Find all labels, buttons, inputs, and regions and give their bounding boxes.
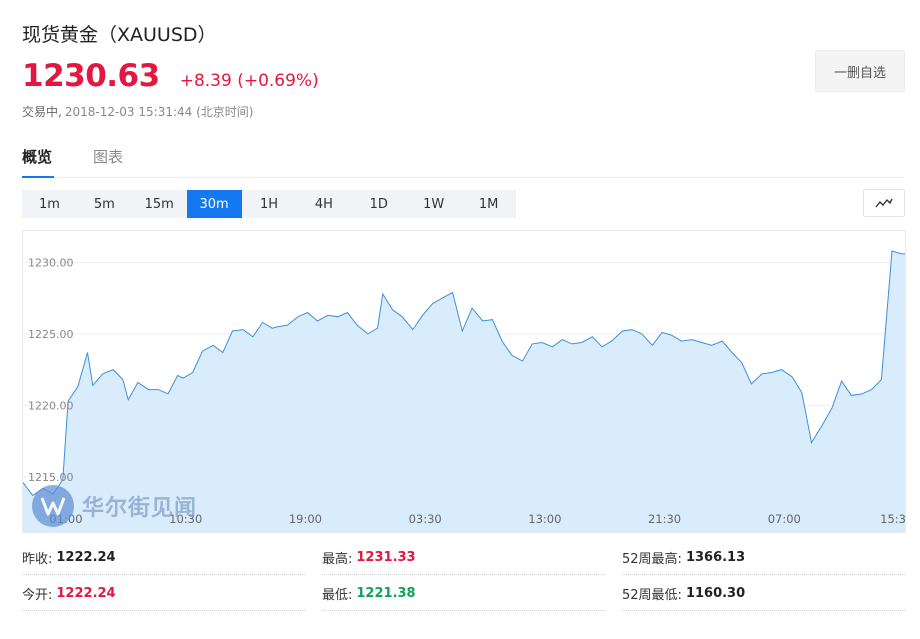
- range-1h-button[interactable]: 1H: [259, 196, 279, 212]
- y-tick-label: 1215.00: [28, 471, 74, 484]
- y-tick-label: 1220.00: [28, 399, 74, 412]
- stat-label: 昨收:: [22, 551, 53, 567]
- status-text: 交易中,: [22, 105, 62, 119]
- stat-52w-high: 52周最高: 1366.13: [622, 540, 905, 575]
- watermark: 华尔街见闻: [32, 485, 197, 527]
- x-tick-label: 21:30: [648, 512, 681, 526]
- stat-label: 最高:: [322, 551, 353, 567]
- line-chart-icon: [875, 198, 893, 208]
- stat-label: 今开:: [22, 587, 53, 603]
- x-tick-label: 13:00: [528, 512, 561, 526]
- stat-value: 1231.33: [356, 549, 416, 565]
- x-tick-label: 03:30: [409, 512, 442, 526]
- stat-open: 今开: 1222.24: [22, 576, 305, 611]
- watermark-text: 华尔街见闻: [82, 495, 198, 521]
- range-1m-button[interactable]: 1m: [38, 196, 60, 212]
- timestamp: 2018-12-03 15:31:44 (北京时间): [64, 105, 254, 119]
- remove-watchlist-button[interactable]: 一删自选: [815, 50, 905, 92]
- y-tick-label: 1230.00: [28, 256, 74, 269]
- stat-label: 52周最高:: [622, 551, 682, 567]
- stat-prev-close: 昨收: 1222.24: [22, 540, 305, 575]
- price-row: 1230.63 +8.39 (+0.69%): [22, 58, 319, 94]
- range-4h-button[interactable]: 4H: [314, 196, 333, 212]
- stat-value: 1366.13: [685, 549, 746, 565]
- tab-chart[interactable]: 图表: [93, 148, 124, 166]
- x-tick-label: 10:30: [169, 512, 202, 526]
- y-axis-ticks: 1230.00 1225.00 1220.00 1215.00: [28, 256, 74, 483]
- tab-overview[interactable]: 概览: [22, 146, 54, 178]
- tab-bar: 概览 图表: [22, 146, 905, 178]
- stat-52w-low: 52周最低: 1160.30: [622, 576, 905, 611]
- range-1mo-button[interactable]: 1M: [478, 196, 499, 212]
- page-title: 现货黄金（XAUUSD）: [22, 24, 217, 46]
- wallstreetcn-logo-icon: [32, 485, 74, 527]
- range-15m-button[interactable]: 15m: [144, 196, 174, 212]
- stat-low: 最低: 1221.38: [322, 576, 605, 611]
- stat-value: 1221.38: [356, 585, 416, 601]
- trading-status: 交易中, 2018-12-03 15:31:44 (北京时间): [22, 103, 253, 120]
- x-tick-label: 19:00: [289, 512, 322, 526]
- range-5m-button[interactable]: 5m: [93, 196, 115, 212]
- range-1d-button[interactable]: 1D: [369, 196, 388, 212]
- range-1w-button[interactable]: 1W: [423, 196, 445, 212]
- x-tick-label: 07:00: [768, 512, 801, 526]
- stat-high: 最高: 1231.33: [322, 540, 605, 575]
- time-range-selector: 1m 5m 15m 30m 1H 4H 1D 1W 1M: [22, 190, 516, 218]
- stat-value: 1222.24: [56, 549, 116, 565]
- stat-label: 52周最低:: [622, 587, 682, 603]
- price-line: [23, 250, 905, 497]
- y-tick-label: 1225.00: [28, 328, 74, 341]
- range-30m-button[interactable]: 30m: [186, 190, 242, 218]
- stat-value: 1222.24: [56, 585, 116, 601]
- stat-value: 1160.30: [685, 585, 746, 601]
- chart-type-button[interactable]: [863, 189, 905, 217]
- price-change: +8.39 (+0.69%): [179, 71, 319, 91]
- current-price: 1230.63: [22, 58, 160, 94]
- x-tick-label: 15:3: [880, 512, 906, 526]
- stat-label: 最低:: [322, 587, 353, 603]
- price-area: [23, 251, 905, 532]
